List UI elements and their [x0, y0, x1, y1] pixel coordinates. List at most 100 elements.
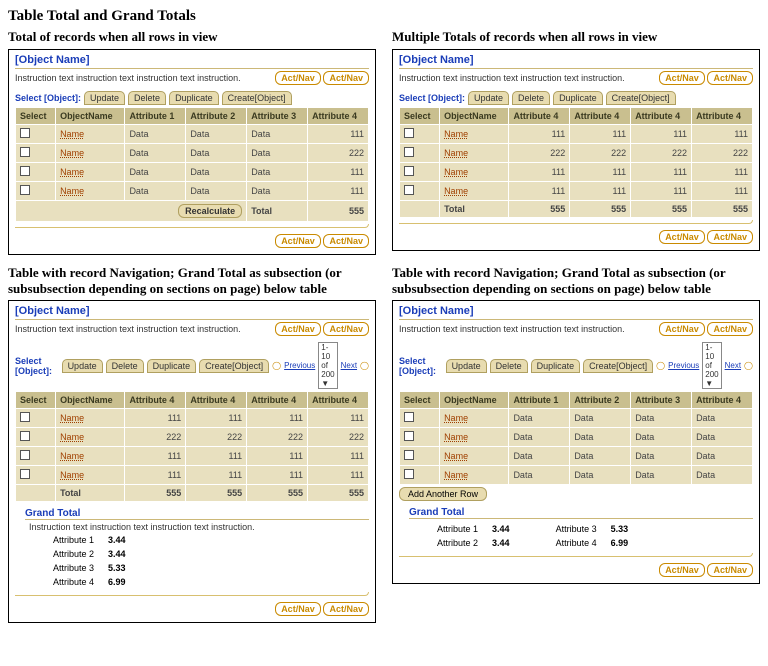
duplicate-button[interactable]: Duplicate	[553, 91, 603, 105]
delete-button[interactable]: Delete	[106, 359, 144, 373]
row-checkbox[interactable]	[404, 412, 414, 422]
row-checkbox[interactable]	[404, 185, 414, 195]
create-button[interactable]: Create[Object]	[606, 91, 676, 105]
row-checkbox[interactable]	[404, 128, 414, 138]
duplicate-button[interactable]: Duplicate	[169, 91, 219, 105]
row-checkbox[interactable]	[20, 147, 30, 157]
act-nav-button[interactable]: Act/Nav	[323, 71, 369, 85]
delete-button[interactable]: Delete	[128, 91, 166, 105]
col-header: Attribute 3	[631, 392, 692, 409]
table-row: NameDataDataData222	[16, 144, 369, 163]
row-checkbox[interactable]	[20, 166, 30, 176]
row-checkbox[interactable]	[20, 185, 30, 195]
total-value: 555	[570, 201, 631, 218]
row-checkbox[interactable]	[404, 450, 414, 460]
cell: 111	[570, 182, 631, 201]
name-link[interactable]: Name	[60, 470, 84, 480]
total-label: Total	[440, 201, 509, 218]
act-nav-button[interactable]: Act/Nav	[707, 563, 753, 577]
row-checkbox[interactable]	[20, 450, 30, 460]
panel-q4: [Object Name] Instruction text instructi…	[392, 300, 760, 584]
cell: 111	[308, 466, 369, 485]
grand-total-table: Attribute 13.44 Attribute 23.44 Attribut…	[429, 521, 753, 551]
name-link[interactable]: Name	[444, 167, 468, 177]
act-nav-button[interactable]: Act/Nav	[275, 234, 321, 248]
row-checkbox[interactable]	[404, 431, 414, 441]
act-nav-button[interactable]: Act/Nav	[275, 322, 321, 336]
update-button[interactable]: Update	[468, 91, 509, 105]
cell: Data	[509, 466, 570, 485]
next-link[interactable]: Next	[341, 361, 357, 370]
create-button[interactable]: Create[Object]	[199, 359, 269, 373]
row-checkbox[interactable]	[20, 469, 30, 479]
act-nav-button[interactable]: Act/Nav	[659, 71, 705, 85]
act-nav-button[interactable]: Act/Nav	[323, 322, 369, 336]
act-nav-button[interactable]: Act/Nav	[323, 602, 369, 616]
name-link[interactable]: Name	[444, 129, 468, 139]
instruction-text: Instruction text instruction text instru…	[399, 324, 625, 334]
data-table-q2: Select ObjectName Attribute 4 Attribute …	[399, 107, 753, 218]
duplicate-button[interactable]: Duplicate	[531, 359, 581, 373]
recalculate-button[interactable]: Recalculate	[178, 204, 242, 218]
name-link[interactable]: Name	[60, 413, 84, 423]
select-label: Select [Object]:	[15, 93, 81, 103]
pager-select[interactable]: 1-10 of 200 ▼	[318, 342, 337, 389]
act-nav-button[interactable]: Act/Nav	[707, 230, 753, 244]
name-link[interactable]: Name	[60, 451, 84, 461]
act-nav-button[interactable]: Act/Nav	[275, 602, 321, 616]
delete-button[interactable]: Delete	[490, 359, 528, 373]
cell: 111	[186, 447, 247, 466]
update-button[interactable]: Update	[62, 359, 103, 373]
table-row: NameDataDataDataData	[400, 447, 753, 466]
act-nav-button[interactable]: Act/Nav	[707, 322, 753, 336]
create-button[interactable]: Create[Object]	[222, 91, 292, 105]
act-nav-button[interactable]: Act/Nav	[659, 322, 705, 336]
row-checkbox[interactable]	[20, 412, 30, 422]
name-link[interactable]: Name	[60, 432, 84, 442]
name-link[interactable]: Name	[444, 451, 468, 461]
panel-q3: [Object Name] Instruction text instructi…	[8, 300, 376, 623]
row-checkbox[interactable]	[404, 147, 414, 157]
row-checkbox[interactable]	[20, 128, 30, 138]
row-checkbox[interactable]	[404, 166, 414, 176]
cell: 222	[692, 144, 753, 163]
cell: 111	[247, 447, 308, 466]
gt-value: 5.33	[611, 524, 629, 534]
next-link[interactable]: Next	[725, 361, 741, 370]
table-row: Name111111111111	[400, 125, 753, 144]
act-nav-button[interactable]: Act/Nav	[707, 71, 753, 85]
name-link[interactable]: Name	[444, 186, 468, 196]
update-button[interactable]: Update	[446, 359, 487, 373]
previous-link[interactable]: Previous	[284, 361, 315, 370]
act-nav-button[interactable]: Act/Nav	[275, 71, 321, 85]
update-button[interactable]: Update	[84, 91, 125, 105]
table-row: Name111111111111	[400, 163, 753, 182]
name-link[interactable]: Name	[444, 148, 468, 158]
col-header: Attribute 2	[186, 108, 247, 125]
add-row-button[interactable]: Add Another Row	[399, 487, 487, 501]
cell: 111	[308, 447, 369, 466]
col-header: Attribute 4	[186, 392, 247, 409]
act-nav-button[interactable]: Act/Nav	[323, 234, 369, 248]
name-link[interactable]: Name	[60, 129, 84, 139]
total-value: 555	[308, 485, 369, 502]
name-link[interactable]: Name	[60, 148, 84, 158]
name-link[interactable]: Name	[444, 413, 468, 423]
row-checkbox[interactable]	[20, 431, 30, 441]
name-link[interactable]: Name	[60, 186, 84, 196]
previous-link[interactable]: Previous	[668, 361, 699, 370]
act-nav-button[interactable]: Act/Nav	[659, 563, 705, 577]
select-label: Select [Object]:	[399, 356, 443, 376]
delete-button[interactable]: Delete	[512, 91, 550, 105]
table-row: Name111111111111	[16, 409, 369, 428]
create-button[interactable]: Create[Object]	[583, 359, 653, 373]
name-link[interactable]: Name	[60, 167, 84, 177]
name-link[interactable]: Name	[444, 470, 468, 480]
total-label: Total	[56, 485, 125, 502]
act-nav-button[interactable]: Act/Nav	[659, 230, 705, 244]
instruction-text: Instruction text instruction text instru…	[15, 73, 241, 83]
pager-select[interactable]: 1-10 of 200 ▼	[702, 342, 721, 389]
row-checkbox[interactable]	[404, 469, 414, 479]
duplicate-button[interactable]: Duplicate	[147, 359, 197, 373]
name-link[interactable]: Name	[444, 432, 468, 442]
